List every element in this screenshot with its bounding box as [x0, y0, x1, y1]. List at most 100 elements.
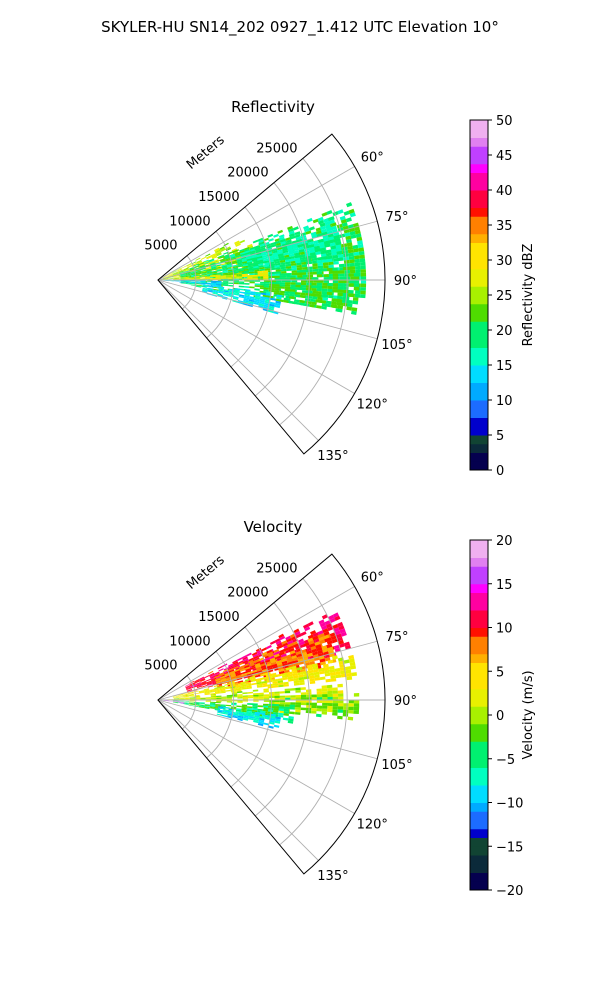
echo-gate [336, 301, 342, 306]
echo-gate [349, 259, 355, 264]
echo-gate [268, 725, 274, 729]
colorbar-tick-label: 5 [496, 665, 504, 680]
echo-gate [295, 236, 302, 241]
echo-gate [244, 295, 250, 298]
echo-gate [311, 288, 317, 292]
echo-gate [244, 246, 250, 251]
echo-gate [241, 673, 247, 676]
echo-gate [221, 265, 228, 268]
echo-gate [296, 238, 302, 243]
echo-gate [309, 661, 315, 665]
echo-gate [162, 275, 168, 278]
echo-gate [300, 702, 307, 706]
echo-gate [173, 698, 180, 700]
echo-gate [338, 693, 344, 697]
azimuth-tick-label: 60° [361, 570, 384, 585]
echo-gate [289, 704, 295, 708]
echo-gate [297, 275, 303, 278]
echo-gate [348, 710, 354, 714]
colorbar-swatch [470, 811, 488, 821]
echo-gate [270, 280, 276, 283]
colorbar-swatch [470, 846, 488, 856]
echo-gate [252, 653, 259, 658]
echo-gate [337, 709, 344, 713]
echo-gate [258, 303, 265, 307]
echo-gate [298, 302, 305, 306]
echo-gate [180, 273, 186, 276]
echo-gate [224, 683, 230, 686]
echo-gate [284, 273, 291, 276]
echo-gate [251, 709, 258, 713]
echo-gate [247, 703, 253, 705]
echo-gate [315, 251, 321, 255]
echo-gate [293, 677, 299, 681]
echo-gate [300, 694, 307, 698]
echo-gate [187, 265, 193, 269]
echo-region [243, 218, 344, 271]
echo-gate [311, 697, 317, 700]
echo-gate [277, 678, 283, 682]
echo-gate [316, 646, 323, 652]
echo-gate [275, 718, 281, 722]
echo-gate [172, 271, 178, 274]
echo-gate [321, 212, 328, 217]
echo-gate [263, 703, 269, 706]
colorbar-swatch [470, 295, 488, 305]
echo-gate [230, 255, 236, 258]
echo-gate [173, 275, 179, 277]
echo-gate [316, 688, 322, 692]
echo-gate [250, 666, 256, 670]
echo-gate [228, 284, 234, 287]
echo-gate [214, 671, 220, 675]
echo-gate [252, 262, 259, 265]
echo-gate [324, 672, 331, 677]
echo-gate [305, 230, 312, 235]
echo-gate [222, 273, 229, 276]
echo-gate [219, 246, 225, 250]
echo-gate [198, 691, 205, 693]
echo-gate [286, 656, 292, 661]
colorbar-tick-label: 40 [496, 184, 513, 199]
echo-gate [183, 694, 189, 696]
colorbar-swatch [470, 566, 488, 576]
azimuth-spoke [157, 640, 378, 701]
echo-gate [219, 258, 226, 261]
echo-gate [281, 245, 288, 250]
colorbar-tick-label: 30 [496, 254, 513, 269]
echo-gate [177, 694, 184, 696]
echo-gate [338, 283, 344, 287]
echo-gate [274, 282, 280, 285]
echo-gate [343, 286, 349, 290]
echo-gate [257, 257, 263, 261]
colorbar-swatch [470, 583, 488, 593]
echo-gate [346, 202, 353, 208]
echo-gate [205, 678, 211, 682]
echo-gate [201, 681, 207, 685]
echo-gate [263, 281, 270, 284]
colorbar-swatch [470, 820, 488, 830]
echo-gate [249, 663, 255, 667]
colorbar-swatch [470, 592, 488, 602]
echo-gate [353, 693, 360, 697]
colorbar-swatch [470, 461, 488, 471]
echo-gate [296, 267, 303, 271]
echo-gate [272, 683, 279, 686]
echo-gate [295, 700, 301, 703]
echo-gate [215, 277, 221, 279]
echo-gate [189, 278, 195, 280]
echo-gate [206, 270, 212, 273]
echo-gate [195, 697, 201, 699]
colorbar-swatch [470, 688, 488, 698]
echo-gate [236, 272, 242, 275]
echo-gate [285, 280, 291, 283]
echo-gate [178, 696, 184, 698]
radial-tick-label: 10000 [169, 214, 210, 229]
echo-gate [215, 680, 222, 684]
echo-gate [306, 650, 313, 655]
echo-gate [210, 281, 217, 283]
echo-gate [292, 672, 299, 677]
echo-gate [322, 691, 328, 695]
echo-gate [263, 278, 269, 280]
echo-gate [217, 665, 223, 670]
echo-gate [319, 222, 326, 228]
